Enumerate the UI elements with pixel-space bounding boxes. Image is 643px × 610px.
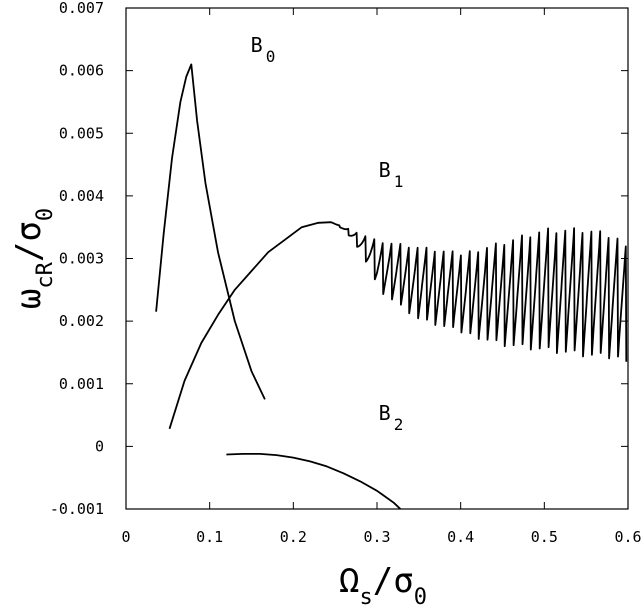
axis-titles: Ωs/σ0 ωcR/σ0	[9, 208, 427, 610]
x-tick-label: 0.6	[614, 528, 641, 546]
x-tick-label: 0.5	[531, 528, 558, 546]
y-tick-label: 0.002	[59, 312, 104, 330]
curve-labels: B 0 B 1 B 2	[251, 33, 404, 434]
x-tick-label: 0	[121, 528, 130, 546]
y-axis-title: ωcR/σ0	[9, 208, 58, 309]
y-tick-label: 0.003	[59, 250, 104, 268]
tick-labels: 0 0.1 0.2 0.3 0.4 0.5 0.6 -0.001 0 0.001 0.002 0.00…	[50, 0, 642, 546]
x-tick-label: 0.4	[447, 528, 474, 546]
y-tick-label: 0.004	[59, 187, 104, 205]
x-tick-label: 0.3	[363, 528, 390, 546]
x-tick-label: 0.2	[280, 528, 307, 546]
y-tick-label: 0.006	[59, 62, 104, 80]
y-tick-label: 0	[95, 437, 104, 455]
x-tick-label: 0.1	[196, 528, 223, 546]
y-tick-label: -0.001	[50, 500, 104, 518]
y-tick-label: 0.007	[59, 0, 104, 17]
x-axis-title: Ωs/σ0	[339, 561, 427, 610]
curves	[155, 63, 628, 510]
plot-frame	[125, 7, 629, 510]
series-b1-line	[168, 221, 628, 430]
series-b0-line	[155, 63, 266, 400]
y-tick-label: 0.005	[59, 124, 104, 142]
y-tick-label: 0.001	[59, 375, 104, 393]
ticks	[125, 7, 629, 510]
series-b2-line	[226, 453, 402, 510]
plot-area-border	[125, 7, 629, 510]
